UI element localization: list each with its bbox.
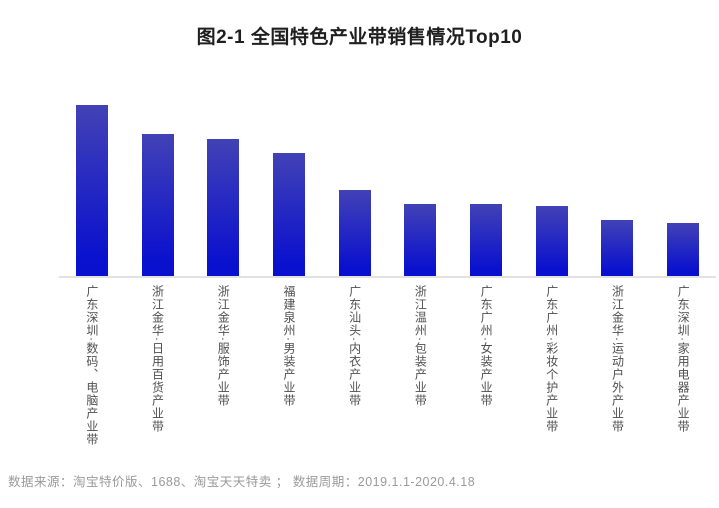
x-axis-label: 广东深圳·数码、电脑产业带 (84, 285, 99, 446)
bar (141, 134, 174, 276)
x-axis-label-slot: 浙江温州·包装产业带 (388, 285, 454, 446)
bar (272, 153, 305, 276)
chart-title: 图2-1 全国特色产业带销售情况Top10 (196, 27, 523, 48)
bar (470, 204, 503, 276)
bar-slot (256, 105, 322, 276)
bar (75, 105, 108, 276)
bar (207, 139, 240, 276)
x-axis-label: 浙江金华·运动户外产业带 (610, 285, 625, 433)
data-source-note: 数据来源：淘宝特价版、1688、淘宝天天特卖 ； 数据周期：2019.1.1-2… (8, 475, 476, 489)
bar-slot (388, 105, 454, 276)
bar-slot (59, 105, 125, 276)
x-axis-label: 浙江金华·日用百货产业带 (150, 285, 165, 433)
bar (601, 220, 634, 276)
bar-plot (59, 105, 716, 278)
x-axis-label-slot: 广东深圳·数码、电脑产业带 (59, 285, 125, 446)
bar-slot (322, 105, 388, 276)
x-axis-label-slot: 浙江金华·服饰产业带 (190, 285, 256, 446)
bar (535, 206, 568, 276)
x-axis-label-slot: 浙江金华·运动户外产业带 (585, 285, 651, 446)
x-axis-label-slot: 浙江金华·日用百货产业带 (125, 285, 191, 446)
x-axis-labels: 广东深圳·数码、电脑产业带 浙江金华·日用百货产业带 浙江金华·服饰产业带 福建泉州·… (59, 285, 716, 446)
x-axis-label-slot: 广东广州·女装产业带 (453, 285, 519, 446)
x-axis-label: 广东深圳·家用电器产业带 (676, 285, 691, 433)
bar-slot (190, 105, 256, 276)
x-axis-label-slot: 广东广州·彩妆个护产业带 (519, 285, 585, 446)
x-axis-label: 浙江金华·服饰产业带 (216, 285, 231, 407)
x-axis-label-slot: 福建泉州·男装产业带 (256, 285, 322, 446)
x-axis-label: 广东汕头·内衣产业带 (347, 285, 362, 407)
bar-slot (125, 105, 191, 276)
bar-slot (650, 105, 716, 276)
x-axis-label-slot: 广东深圳·家用电器产业带 (650, 285, 716, 446)
bar (338, 190, 371, 276)
x-axis-label-slot: 广东汕头·内衣产业带 (322, 285, 388, 446)
bar-slot (453, 105, 519, 276)
bar-slot (585, 105, 651, 276)
bar-slot (519, 105, 585, 276)
x-axis-label: 广东广州·女装产业带 (479, 285, 494, 407)
x-axis-label: 福建泉州·男装产业带 (281, 285, 296, 407)
bar (404, 204, 437, 276)
x-axis-label: 广东广州·彩妆个护产业带 (544, 285, 559, 433)
x-axis-label: 浙江温州·包装产业带 (413, 285, 428, 407)
bar (667, 223, 700, 276)
